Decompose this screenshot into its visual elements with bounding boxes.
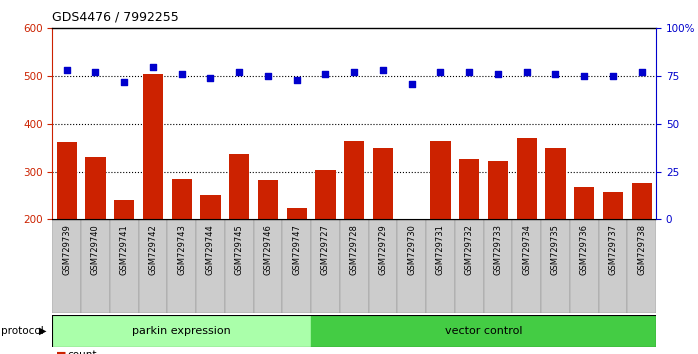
Text: GSM729737: GSM729737 <box>609 224 618 275</box>
Bar <box>488 161 508 219</box>
Text: count: count <box>68 350 97 354</box>
Bar <box>283 219 311 313</box>
Bar <box>114 200 134 219</box>
Text: GSM729742: GSM729742 <box>149 224 158 275</box>
Text: GSM729746: GSM729746 <box>263 224 272 275</box>
Text: ■: ■ <box>56 350 66 354</box>
Bar <box>253 219 283 313</box>
Point <box>119 79 130 85</box>
Bar <box>431 141 450 219</box>
Text: GSM729728: GSM729728 <box>350 224 359 275</box>
Point <box>435 69 446 75</box>
Point <box>579 73 590 79</box>
Point <box>378 68 389 73</box>
Bar <box>110 219 139 313</box>
Bar <box>455 219 484 313</box>
Point <box>550 72 561 77</box>
Bar <box>517 138 537 219</box>
Bar <box>200 195 221 219</box>
Point <box>291 77 302 83</box>
Bar <box>225 219 253 313</box>
Text: GSM729744: GSM729744 <box>206 224 215 275</box>
Text: GSM729740: GSM729740 <box>91 224 100 275</box>
Text: GSM729739: GSM729739 <box>62 224 71 275</box>
Text: vector control: vector control <box>445 326 522 336</box>
Bar <box>373 148 393 219</box>
Bar <box>258 180 278 219</box>
Text: GDS4476 / 7992255: GDS4476 / 7992255 <box>52 11 179 24</box>
Bar <box>172 179 192 219</box>
Bar <box>196 219 225 313</box>
Point <box>521 69 533 75</box>
Text: GSM729735: GSM729735 <box>551 224 560 275</box>
Point <box>607 73 618 79</box>
Text: GSM729727: GSM729727 <box>321 224 330 275</box>
Point <box>262 73 274 79</box>
Text: GSM729732: GSM729732 <box>465 224 474 275</box>
Bar <box>603 192 623 219</box>
Bar <box>344 141 364 219</box>
Point <box>320 72 331 77</box>
Bar <box>143 74 163 219</box>
Point <box>348 69 360 75</box>
Bar <box>287 208 307 219</box>
Bar <box>545 148 565 219</box>
Bar <box>315 170 336 219</box>
Bar <box>340 219 369 313</box>
Bar <box>52 315 311 347</box>
Bar <box>512 219 541 313</box>
Bar <box>85 157 105 219</box>
Text: GSM729731: GSM729731 <box>436 224 445 275</box>
Bar <box>81 219 110 313</box>
Point <box>205 75 216 81</box>
Bar <box>139 219 168 313</box>
Text: GSM729736: GSM729736 <box>580 224 588 275</box>
Point <box>406 81 417 87</box>
Point <box>61 68 73 73</box>
Bar <box>599 219 628 313</box>
Bar <box>311 219 340 313</box>
Point <box>492 72 503 77</box>
Bar <box>57 142 77 219</box>
Text: GSM729747: GSM729747 <box>292 224 302 275</box>
Text: GSM729730: GSM729730 <box>407 224 416 275</box>
Text: protocol: protocol <box>1 326 44 336</box>
Point <box>176 72 187 77</box>
Text: GSM729743: GSM729743 <box>177 224 186 275</box>
Bar <box>459 159 480 219</box>
Bar <box>628 219 656 313</box>
Text: GSM729733: GSM729733 <box>493 224 503 275</box>
Bar <box>229 154 249 219</box>
Point <box>147 64 158 69</box>
Bar <box>574 187 594 219</box>
Text: parkin expression: parkin expression <box>133 326 231 336</box>
Point <box>90 69 101 75</box>
Bar <box>426 219 455 313</box>
Bar <box>311 315 656 347</box>
Text: GSM729734: GSM729734 <box>522 224 531 275</box>
Point <box>636 69 647 75</box>
Text: GSM729738: GSM729738 <box>637 224 646 275</box>
Bar <box>168 219 196 313</box>
Text: GSM729741: GSM729741 <box>120 224 128 275</box>
Bar <box>52 219 81 313</box>
Bar <box>632 183 652 219</box>
Bar <box>369 219 397 313</box>
Bar <box>397 219 426 313</box>
Bar <box>541 219 570 313</box>
Point <box>463 69 475 75</box>
Text: GSM729745: GSM729745 <box>235 224 244 275</box>
Bar <box>570 219 599 313</box>
Bar <box>484 219 512 313</box>
Point <box>234 69 245 75</box>
Text: GSM729729: GSM729729 <box>378 224 387 275</box>
Text: ▶: ▶ <box>39 326 47 336</box>
